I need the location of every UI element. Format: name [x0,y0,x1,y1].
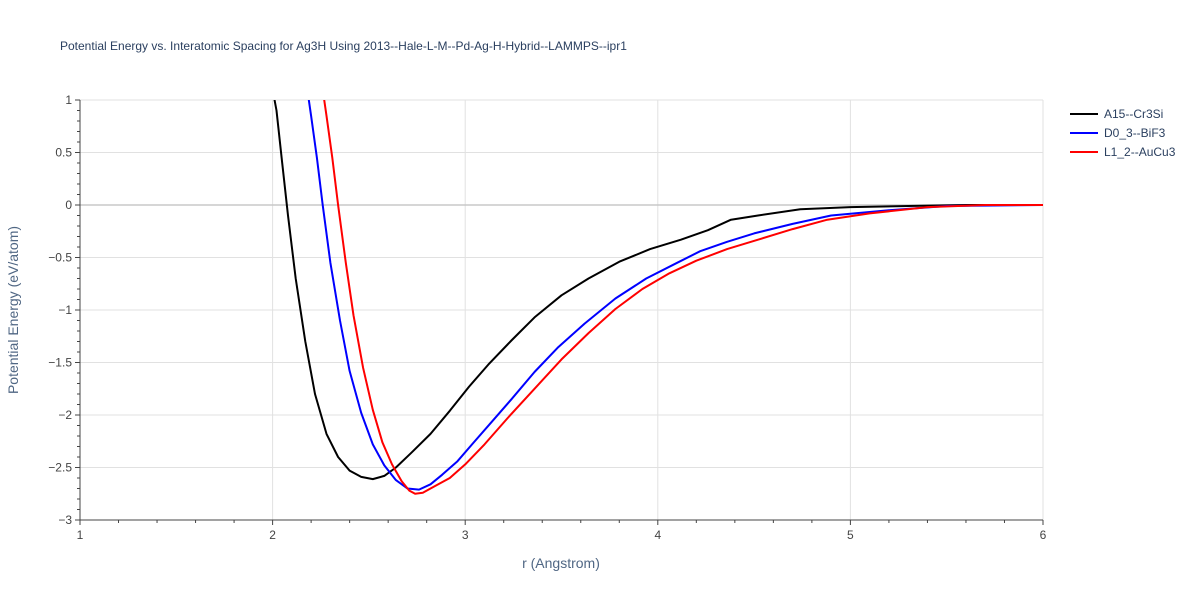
x-tick-label: 4 [654,528,661,542]
y-tick-label: 0.5 [55,146,72,160]
y-tick-label: −2.5 [48,461,72,475]
y-axis-title: Potential Energy (eV/atom) [5,226,21,394]
axes [75,99,1044,525]
y-tick-label: 1 [65,93,72,107]
legend-label: L1_2--AuCu3 [1104,145,1176,159]
y-tick-label: 0 [65,198,72,212]
series-line-2 [307,100,1043,491]
x-tick-label: 2 [269,528,276,542]
legend[interactable]: A15--Cr3Si D0_3--BiF3 L1_2--AuCu3 [1070,107,1176,159]
legend-item-2[interactable]: D0_3--BiF3 [1070,126,1166,140]
x-axis-ticks: 1 2 3 4 5 6 [77,528,1047,542]
x-tick-label: 1 [77,528,84,542]
plot-area: 1 2 3 4 5 6 1 0.5 0 −0.5 −1 −1.5 −2 −2.5 −3 [48,93,1047,542]
y-tick-label: −1 [58,303,72,317]
y-axis-ticks: 1 0.5 0 −0.5 −1 −1.5 −2 −2.5 −3 [48,93,72,527]
x-tick-label: 5 [847,528,854,542]
series-line-3 [323,100,1043,495]
legend-item-1[interactable]: A15--Cr3Si [1070,107,1163,121]
chart-title: Potential Energy vs. Interatomic Spacing… [60,39,627,53]
y-tick-label: −0.5 [48,251,72,265]
legend-label: A15--Cr3Si [1104,107,1163,121]
x-tick-label: 3 [462,528,469,542]
grid-lines [80,99,1044,520]
series-line-1 [273,100,1043,481]
legend-label: D0_3--BiF3 [1104,126,1166,140]
y-tick-label: −2 [58,408,72,422]
series-group [273,100,1043,495]
x-tick-label: 6 [1040,528,1047,542]
legend-item-3[interactable]: L1_2--AuCu3 [1070,145,1176,159]
y-tick-label: −1.5 [48,356,72,370]
y-tick-label: −3 [58,513,72,527]
x-axis-title: r (Angstrom) [522,555,600,571]
